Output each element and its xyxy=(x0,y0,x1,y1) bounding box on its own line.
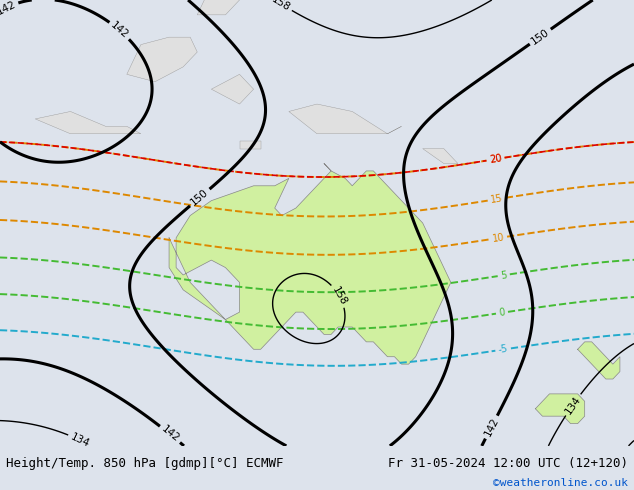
Polygon shape xyxy=(197,0,254,15)
Text: 142: 142 xyxy=(0,0,18,17)
Text: Height/Temp. 850 hPa [gdmp][°C] ECMWF: Height/Temp. 850 hPa [gdmp][°C] ECMWF xyxy=(6,457,284,470)
Text: 15: 15 xyxy=(490,193,503,205)
Text: 20: 20 xyxy=(489,153,502,165)
Polygon shape xyxy=(211,74,254,104)
Text: 142: 142 xyxy=(482,416,500,438)
Text: 134: 134 xyxy=(563,394,583,416)
Text: 150: 150 xyxy=(189,187,210,208)
Text: -5: -5 xyxy=(498,344,508,355)
Polygon shape xyxy=(289,104,401,134)
Polygon shape xyxy=(127,37,197,82)
Text: 134: 134 xyxy=(69,431,91,449)
Polygon shape xyxy=(535,394,585,423)
Text: 142: 142 xyxy=(159,424,181,444)
Text: 20: 20 xyxy=(489,153,502,165)
Text: 0: 0 xyxy=(498,307,506,318)
Polygon shape xyxy=(240,141,261,148)
Polygon shape xyxy=(423,148,458,164)
Text: ©weatheronline.co.uk: ©weatheronline.co.uk xyxy=(493,478,628,488)
Text: 158: 158 xyxy=(330,285,349,307)
Text: 150: 150 xyxy=(529,27,551,47)
Text: 142: 142 xyxy=(109,20,131,41)
Text: Fr 31-05-2024 12:00 UTC (12+120): Fr 31-05-2024 12:00 UTC (12+120) xyxy=(387,457,628,470)
Polygon shape xyxy=(169,164,451,364)
Text: 5: 5 xyxy=(500,270,508,281)
Text: 10: 10 xyxy=(491,232,505,244)
Text: 158: 158 xyxy=(269,0,292,13)
Polygon shape xyxy=(36,112,141,134)
Polygon shape xyxy=(578,342,620,379)
